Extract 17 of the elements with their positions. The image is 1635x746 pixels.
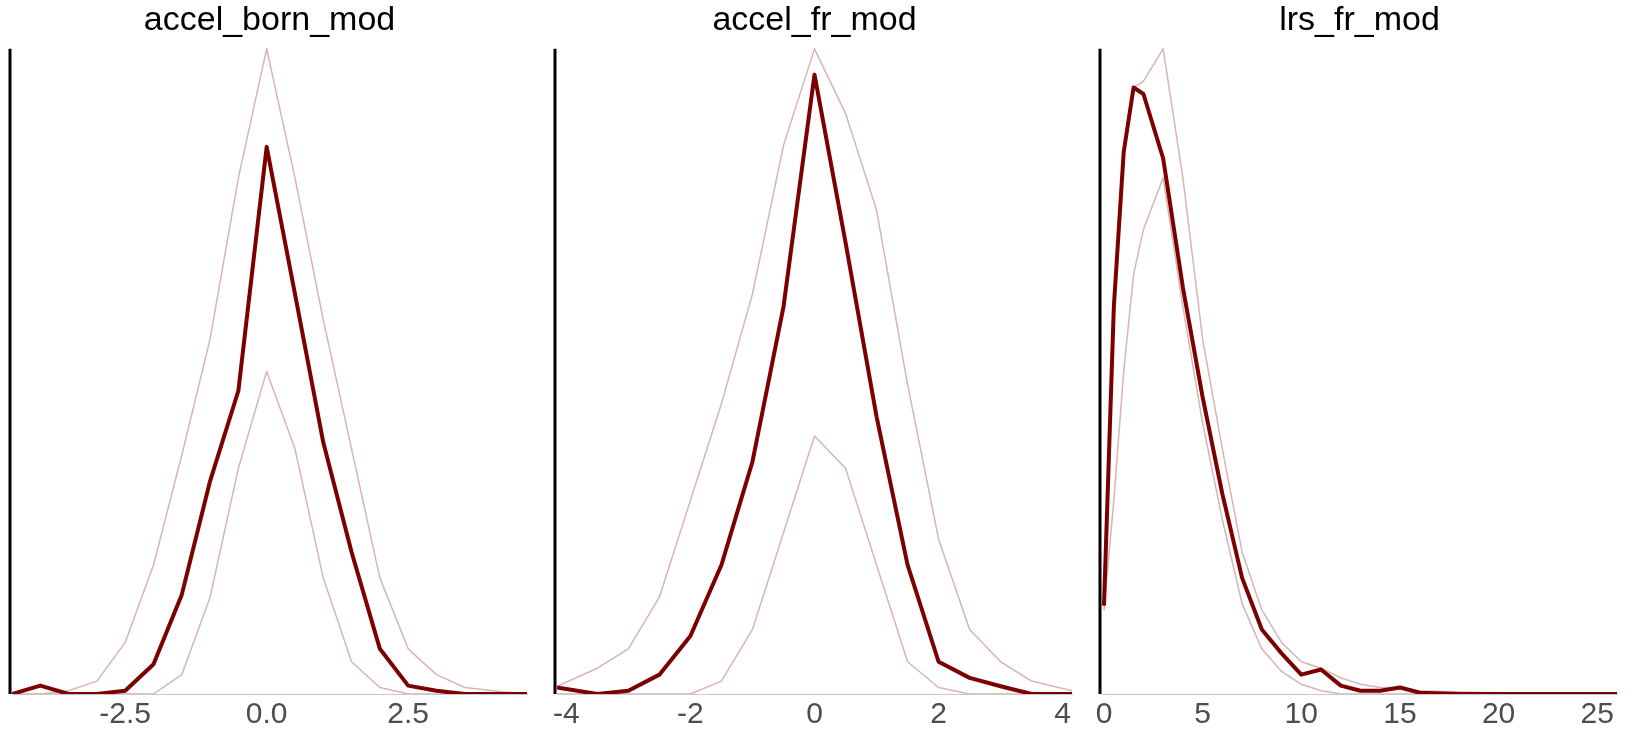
chart-title: lrs_fr_mod bbox=[1279, 0, 1440, 37]
x-tick-label: 15 bbox=[1383, 696, 1417, 730]
x-tick-label: 4 bbox=[1054, 696, 1072, 730]
x-tick-label: -2.5 bbox=[99, 696, 152, 730]
chart-title: accel_born_mod bbox=[143, 0, 396, 37]
x-tick-label: 10 bbox=[1284, 696, 1318, 730]
x-tick-label: -4 bbox=[552, 696, 580, 730]
x-tick-label: 0 bbox=[1095, 696, 1113, 730]
x-tick-label: 20 bbox=[1481, 696, 1516, 730]
chart-title: accel_fr_mod bbox=[712, 0, 917, 37]
x-tick-label: 0 bbox=[806, 696, 823, 730]
x-tick-label: 0.0 bbox=[245, 696, 288, 730]
x-tick-label: 2.5 bbox=[387, 696, 430, 730]
x-tick-label: 2 bbox=[930, 696, 947, 730]
x-tick-label: 25 bbox=[1580, 696, 1614, 730]
x-tick-label: 5 bbox=[1194, 696, 1211, 730]
x-tick-label: -2 bbox=[677, 696, 704, 730]
